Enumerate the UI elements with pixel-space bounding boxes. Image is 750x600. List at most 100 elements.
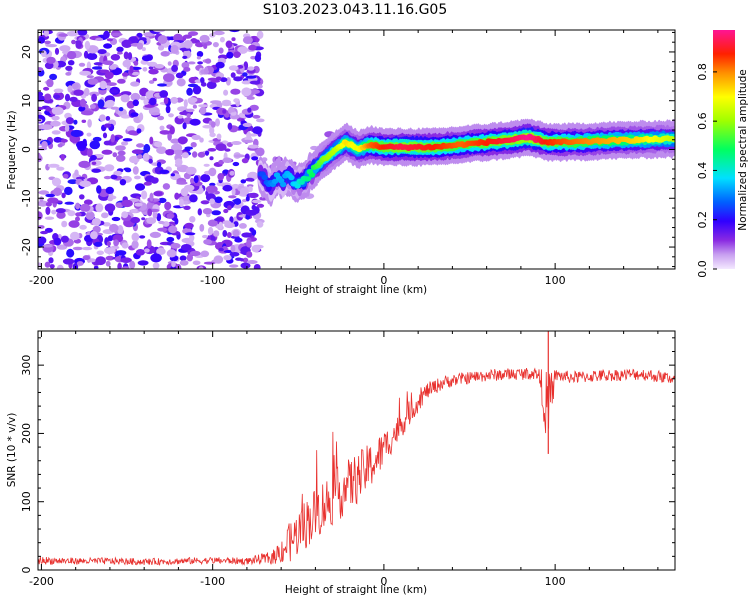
noise-blob <box>74 169 79 177</box>
noise-blob <box>222 220 232 225</box>
noise-blob <box>206 81 217 89</box>
snr-series-line <box>38 367 675 566</box>
noise-blob <box>38 190 50 195</box>
noise-blob <box>116 46 124 53</box>
noise-blob <box>230 112 237 116</box>
noise-blob <box>132 99 139 107</box>
noise-blob <box>177 115 184 119</box>
noise-blob <box>44 216 55 220</box>
noise-blob <box>76 261 84 266</box>
noise-blob <box>77 30 88 36</box>
noise-blob <box>131 232 140 242</box>
noise-blob <box>134 175 141 180</box>
noise-blob <box>96 185 102 194</box>
noise-blob <box>191 134 201 140</box>
noise-blob <box>104 164 115 172</box>
noise-blob <box>252 114 261 119</box>
noise-blob <box>233 51 241 58</box>
noise-blob <box>253 264 261 269</box>
noise-blob <box>214 196 223 204</box>
noise-blob <box>171 260 176 268</box>
noise-blob <box>231 187 236 196</box>
ridge-mark <box>261 174 268 181</box>
noise-blob <box>192 260 201 266</box>
noise-blob <box>142 67 148 72</box>
noise-blob <box>57 143 63 148</box>
noise-blob <box>40 230 49 235</box>
noise-blob <box>120 257 132 264</box>
noise-blob <box>209 182 216 187</box>
noise-blob <box>115 250 127 256</box>
noise-blob <box>175 72 184 79</box>
noise-blob <box>105 260 111 267</box>
noise-blob <box>82 255 91 261</box>
noise-blob <box>51 115 60 121</box>
noise-blob <box>197 61 204 65</box>
noise-blob <box>186 254 193 262</box>
noise-blob <box>103 30 110 39</box>
noise-blob <box>165 105 171 114</box>
noise-blob <box>58 33 69 37</box>
noise-blob <box>223 89 229 96</box>
noise-blob <box>67 210 76 217</box>
noise-blob <box>241 232 253 238</box>
noise-blob <box>213 230 220 237</box>
noise-blob <box>129 198 140 202</box>
noise-blob <box>62 173 69 179</box>
noise-blob <box>141 47 146 52</box>
noise-blob <box>165 149 175 156</box>
noise-blob <box>146 239 152 249</box>
noise-blob <box>102 222 111 227</box>
noise-blob <box>213 30 225 36</box>
noise-blob <box>65 72 72 76</box>
noise-blob <box>241 158 249 164</box>
noise-blob <box>250 55 257 60</box>
noise-blob <box>65 65 73 71</box>
noise-blob <box>218 247 224 252</box>
noise-blob <box>184 146 193 150</box>
noise-blob <box>121 199 133 208</box>
noise-blob <box>46 78 54 88</box>
noise-blob <box>44 93 52 101</box>
noise-blob <box>105 186 115 194</box>
noise-blob <box>118 107 124 112</box>
noise-blob <box>55 208 66 214</box>
noise-blob <box>86 61 92 70</box>
noise-blob <box>233 154 246 158</box>
noise-blob <box>56 244 68 250</box>
noise-blob <box>242 122 252 127</box>
noise-blob <box>110 134 116 143</box>
noise-blob <box>40 124 53 130</box>
noise-blob <box>200 174 211 183</box>
noise-blob <box>237 46 248 54</box>
noise-blob <box>84 235 93 243</box>
noise-blob <box>109 223 119 233</box>
y-tick-label: 0 <box>20 567 33 574</box>
noise-blob <box>200 200 210 205</box>
noise-blob <box>215 61 225 69</box>
noise-blob <box>176 181 188 185</box>
ridge-mark <box>288 174 295 181</box>
noise-blob <box>200 77 205 84</box>
noise-blob <box>159 125 165 131</box>
spectrogram-marks <box>38 30 675 269</box>
noise-blob <box>255 118 265 123</box>
noise-blob <box>61 220 68 228</box>
noise-blob <box>229 170 235 176</box>
noise-blob <box>121 39 133 48</box>
noise-blob <box>211 79 220 83</box>
noise-blob <box>187 83 198 88</box>
x-tick-label: 0 <box>380 274 387 287</box>
noise-blob <box>242 257 249 263</box>
noise-blob <box>154 141 163 148</box>
noise-blob <box>105 116 111 121</box>
noise-blob <box>207 226 214 236</box>
x-tick-label: -100 <box>200 575 225 588</box>
ridge-layer <box>257 133 675 189</box>
noise-blob <box>79 203 91 212</box>
noise-blob <box>240 262 251 269</box>
noise-blob <box>184 222 194 229</box>
noise-blob <box>104 247 116 255</box>
